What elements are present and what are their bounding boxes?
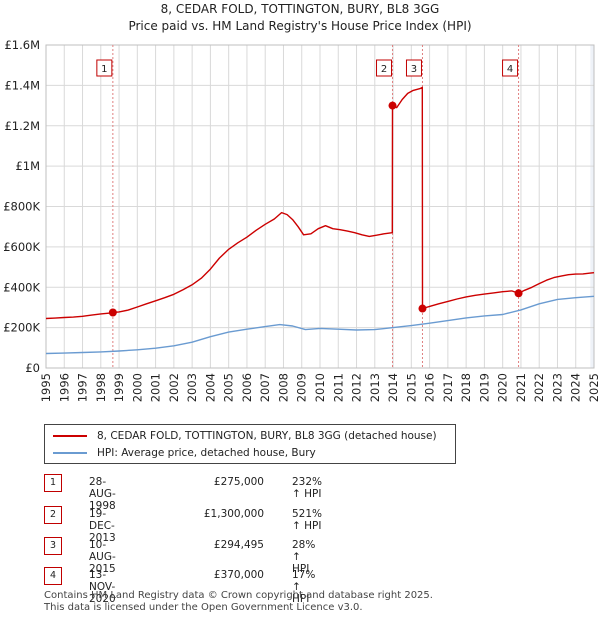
- x-tick-label: 2011: [331, 373, 345, 402]
- y-tick-label: £1.6M: [4, 38, 40, 52]
- transaction-date: 19-DEC-2013: [89, 508, 116, 544]
- x-tick-label: 2013: [368, 373, 382, 402]
- transaction-marker-label: 2: [381, 64, 387, 75]
- transaction-hpi-change: 521% ↑ HPI: [292, 508, 323, 532]
- y-tick-label: £200K: [3, 321, 40, 335]
- x-tick-label: 1999: [112, 373, 126, 402]
- x-tick-label: 2016: [423, 373, 437, 402]
- x-tick-label: 2017: [441, 373, 455, 402]
- transaction-date: 28-AUG-1998: [89, 476, 116, 512]
- x-tick-label: 2002: [167, 373, 181, 402]
- y-tick-label: £1.4M: [4, 78, 40, 92]
- x-tick-label: 2008: [276, 373, 290, 402]
- property-price-line: [45, 86, 595, 320]
- x-tick-label: 2001: [149, 373, 163, 402]
- transaction-hpi-change: 28% ↑ HPI: [292, 539, 316, 575]
- transaction-point: [388, 101, 397, 110]
- legend: 8, CEDAR FOLD, TOTTINGTON, BURY, BL8 3GG…: [44, 424, 456, 464]
- transaction-point: [514, 289, 523, 298]
- x-tick-label: 2021: [514, 373, 528, 402]
- x-tick-label: 1996: [57, 373, 71, 402]
- transaction-marker-label: 4: [507, 64, 513, 75]
- x-tick-label: 2000: [130, 373, 144, 402]
- x-tick-label: 2012: [350, 373, 364, 402]
- transaction-date: 13-NOV-2020: [89, 569, 116, 605]
- transaction-point: [108, 308, 117, 317]
- legend-label-property: 8, CEDAR FOLD, TOTTINGTON, BURY, BL8 3GG…: [97, 430, 437, 442]
- legend-item-property: 8, CEDAR FOLD, TOTTINGTON, BURY, BL8 3GG…: [53, 428, 437, 444]
- transaction-price: £275,000: [213, 476, 264, 488]
- transaction-hpi-change: 232% ↑ HPI: [292, 476, 323, 500]
- transaction-hpi-change: 17% ↑ HPI: [292, 569, 316, 605]
- x-tick-label: 2005: [222, 373, 236, 402]
- price-chart: 8, CEDAR FOLD, TOTTINGTON, BURY, BL8 3GG…: [3, 2, 600, 402]
- x-tick-label: 2007: [258, 373, 272, 402]
- transaction-badge: 1: [44, 474, 62, 492]
- x-tick-label: 2020: [496, 373, 510, 402]
- transaction-point: [418, 304, 427, 313]
- transaction-badge: 3: [44, 537, 62, 555]
- x-tick-label: 2004: [203, 373, 217, 402]
- legend-swatch-property: [53, 435, 87, 437]
- transaction-price: £370,000: [213, 569, 264, 581]
- transaction-marker-box: [96, 59, 113, 77]
- x-tick-label: 2025: [587, 373, 600, 402]
- legend-label-hpi: HPI: Average price, detached house, Bury: [97, 447, 316, 459]
- legend-item-hpi: HPI: Average price, detached house, Bury: [53, 445, 316, 461]
- x-tick-label: 2015: [404, 373, 418, 402]
- transaction-marker-box: [405, 59, 422, 77]
- transaction-price: £294,495: [213, 539, 264, 551]
- footer: Contains HM Land Registry data © Crown c…: [44, 590, 433, 613]
- x-tick-label: 2010: [313, 373, 327, 402]
- transaction-date: 10-AUG-2015: [89, 539, 116, 575]
- x-tick-label: 1998: [94, 373, 108, 402]
- plot-area: £0 £200K £400K £600K £800K £1M £1.2M £1.4M £1.6M…: [3, 38, 600, 402]
- x-tick-label: 1997: [76, 373, 90, 402]
- x-tick-label: 2023: [550, 373, 564, 402]
- x-tick-label: 2014: [386, 373, 400, 402]
- footer-licence: This data is licensed under the Open Gov…: [44, 601, 363, 613]
- chart-subtitle: Price paid vs. HM Land Registry's House …: [128, 19, 471, 33]
- chart-title: 8, CEDAR FOLD, TOTTINGTON, BURY, BL8 3GG: [161, 2, 440, 16]
- x-tick-label: 1995: [39, 373, 53, 402]
- hpi-line: [45, 295, 595, 355]
- footer-copyright: Contains HM Land Registry data © Crown c…: [44, 590, 433, 601]
- x-tick-label: 2006: [240, 373, 254, 402]
- x-tick-label: 2009: [295, 373, 309, 402]
- y-tick-label: £400K: [3, 280, 40, 294]
- transaction-marker-label: 3: [411, 64, 417, 75]
- transaction-marker-label: 1: [101, 64, 107, 75]
- plot-frame: [45, 44, 595, 369]
- y-tick-label: £600K: [3, 240, 40, 254]
- y-tick-label: £1.2M: [4, 119, 40, 133]
- x-tick-label: 2018: [459, 373, 473, 402]
- transaction-badge: 4: [44, 567, 62, 585]
- y-tick-label: £0: [25, 361, 40, 375]
- legend-swatch-hpi: [53, 452, 87, 454]
- x-tick-label: 2019: [477, 373, 491, 402]
- y-tick-label: £1M: [15, 159, 40, 173]
- transaction-marker-box: [502, 59, 519, 77]
- y-tick-label: £800K: [3, 200, 40, 214]
- transaction-badge: 2: [44, 506, 62, 524]
- transaction-marker-box: [376, 59, 393, 77]
- x-tick-label: 2024: [569, 373, 583, 402]
- x-tick-label: 2003: [185, 373, 199, 402]
- transaction-price: £1,300,000: [203, 508, 264, 520]
- x-tick-label: 2022: [532, 373, 546, 402]
